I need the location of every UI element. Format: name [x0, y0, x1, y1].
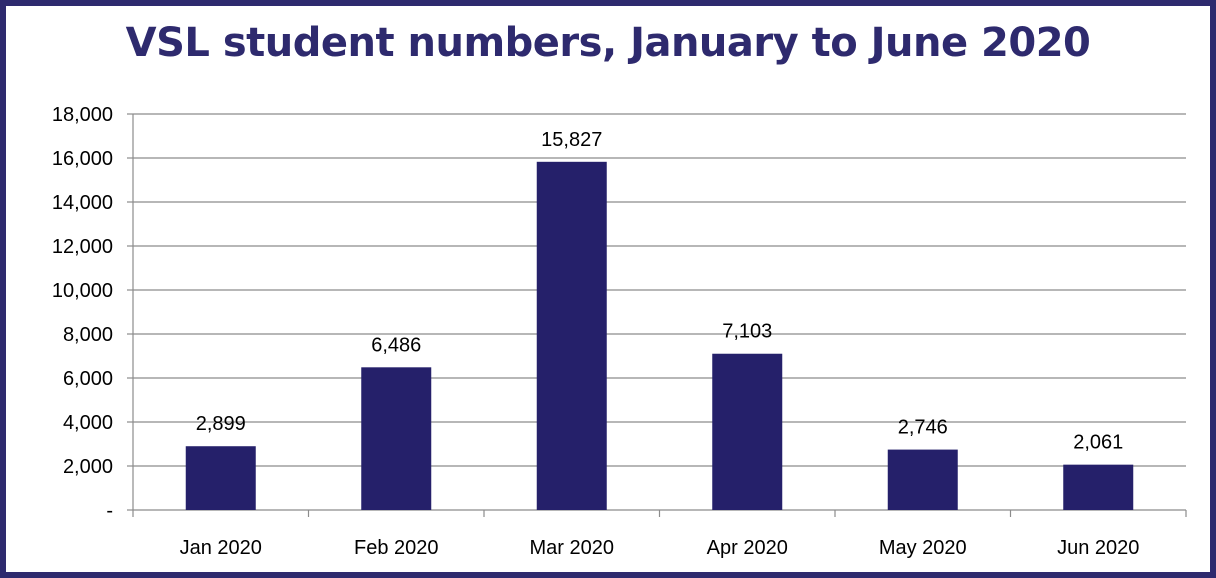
- x-tick-label: Apr 2020: [707, 537, 788, 559]
- data-label: 2,746: [898, 417, 948, 439]
- gridlines: [133, 113, 1186, 467]
- y-tick-label: 16,000: [52, 148, 113, 170]
- chart-title: VSL student numbers, January to June 202…: [125, 20, 1091, 66]
- x-tick-label: May 2020: [879, 537, 967, 559]
- axes: [127, 113, 1187, 517]
- x-tick-label: Feb 2020: [354, 537, 439, 559]
- data-label: 6,486: [371, 334, 421, 356]
- x-axis-ticks: Jan 2020 Feb 2020 Mar 2020 Apr 2020 May 2020…: [180, 537, 1140, 559]
- data-label: 2,899: [196, 413, 246, 435]
- bar: [712, 353, 783, 510]
- y-tick-label: 6,000: [63, 368, 113, 390]
- x-tick-label: Jun 2020: [1057, 537, 1139, 559]
- data-label: 15,827: [541, 129, 602, 151]
- y-tick-label: 18,000: [52, 104, 113, 126]
- y-tick-label: 4,000: [63, 412, 113, 434]
- y-tick-label: 8,000: [63, 324, 113, 346]
- bar: [361, 367, 432, 510]
- data-label: 2,061: [1073, 432, 1123, 454]
- y-tick-label: 2,000: [63, 456, 113, 478]
- data-label: 7,103: [722, 321, 772, 343]
- y-tick-label: 14,000: [52, 192, 113, 214]
- bar: [887, 449, 958, 510]
- bar: [185, 446, 256, 510]
- y-tick-label: 12,000: [52, 236, 113, 258]
- bars: [185, 161, 1134, 510]
- y-tick-label: 10,000: [52, 280, 113, 302]
- bar: [536, 161, 607, 510]
- x-tick-label: Mar 2020: [530, 537, 615, 559]
- data-labels: 2,899 6,486 15,827 7,103 2,746 2,061: [196, 129, 1124, 454]
- y-axis-ticks: - 2,000 4,000 6,000 8,000 10,000 12,000 14,000 1…: [52, 104, 113, 522]
- y-tick-label: -: [106, 500, 113, 522]
- x-tick-label: Jan 2020: [180, 537, 262, 559]
- bar: [1063, 464, 1134, 510]
